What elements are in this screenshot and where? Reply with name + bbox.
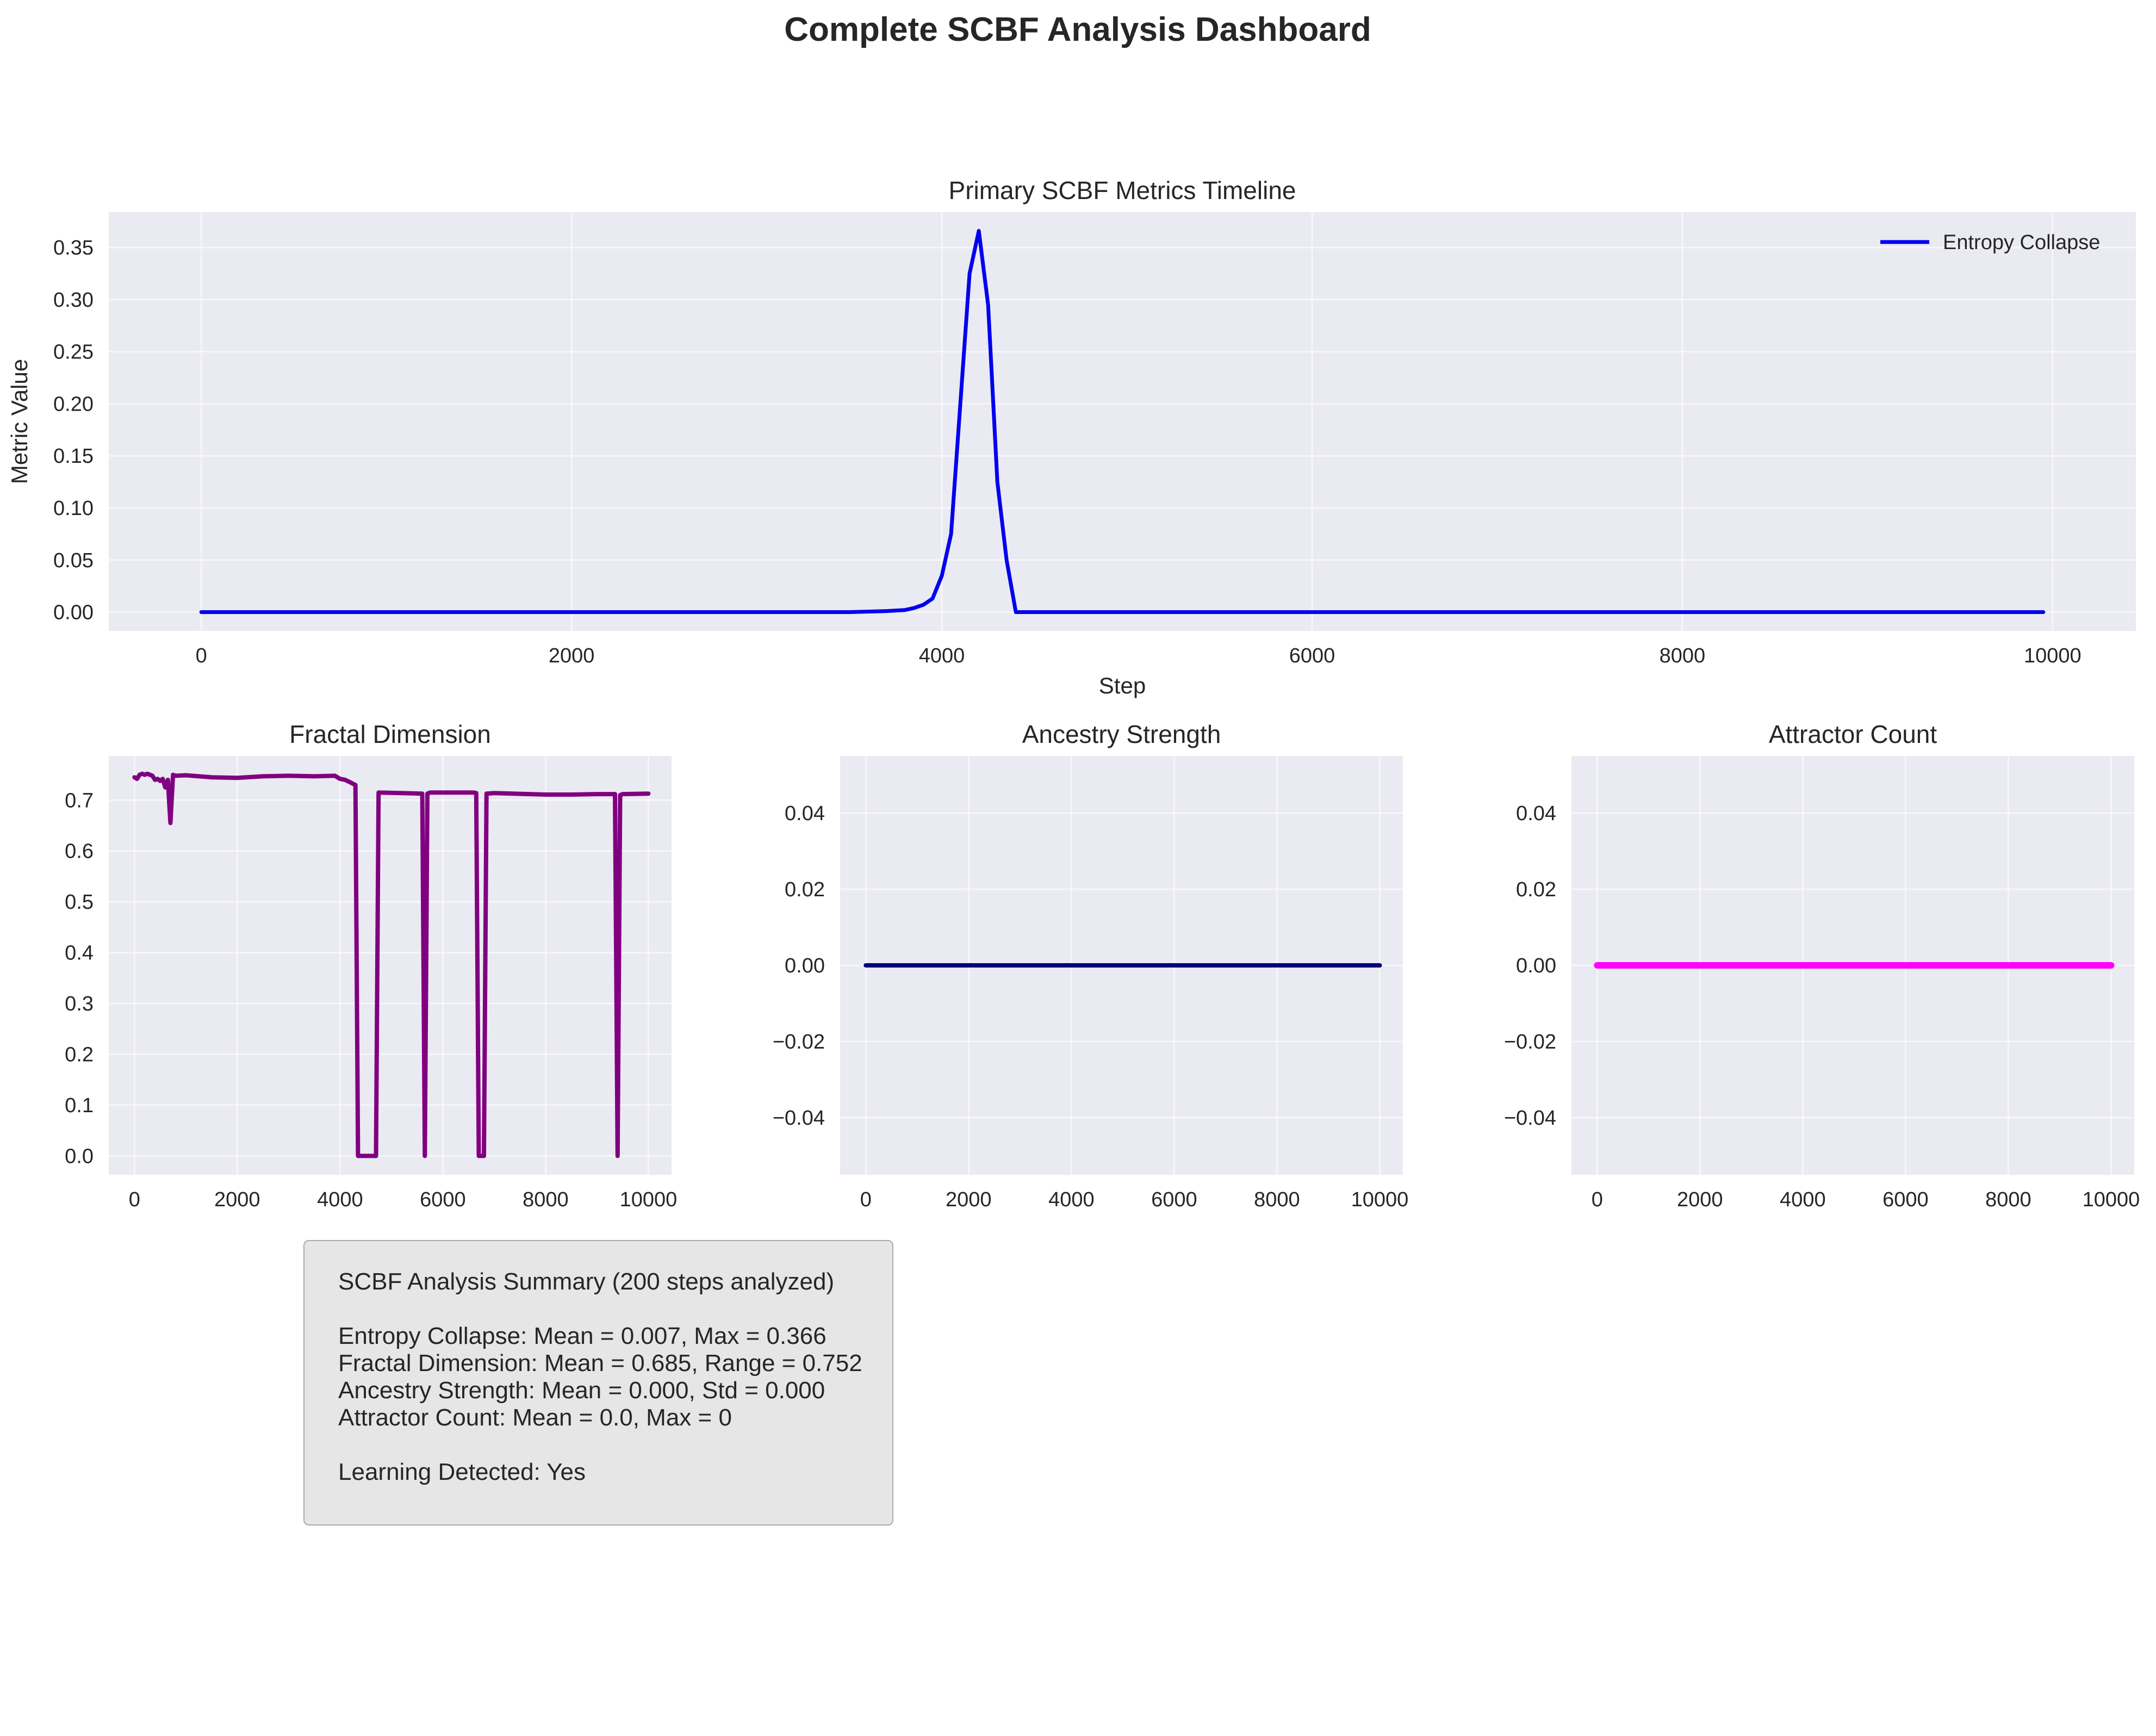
x-axis-label: Step [1099,673,1146,698]
x-tick-label: 10000 [2083,1188,2140,1211]
chart-title: Attractor Count [1769,720,1937,748]
y-tick-label: 0.3 [65,993,94,1015]
x-tick-label: 2000 [946,1188,992,1211]
y-tick-label: 0.35 [53,237,94,259]
series-line [132,771,651,1158]
summary-learning: Learning Detected: Yes [338,1459,586,1485]
x-tick-label: 6000 [1882,1188,1929,1211]
fractal-dimension-chart: 0 2000 4000 6000 8000 10000 0.0 0.1 0.2 0.3 0.4 0.5… [65,720,677,1211]
y-tick-label: 0.7 [65,789,94,812]
x-tick-label: 2000 [1677,1188,1723,1211]
y-tick-label: 0.00 [1516,954,1556,977]
y-tick-label: 0.15 [53,445,94,468]
x-tick-label: 8000 [1660,644,1706,667]
summary-attractor: Attractor Count: Mean = 0.0, Max = 0 [338,1404,732,1431]
x-tick-label: 0 [129,1188,140,1211]
y-tick-label: 0.00 [53,602,94,624]
y-tick-label: 0.20 [53,393,94,416]
x-tick-label: 4000 [1048,1188,1095,1211]
y-axis-label: Metric Value [7,359,32,484]
legend-label: Entropy Collapse [1943,231,2100,254]
x-tick-label: 4000 [919,644,965,667]
x-tick-label: 6000 [1289,644,1335,667]
summary-fractal: Fractal Dimension: Mean = 0.685, Range =… [338,1350,862,1377]
chart-title: Fractal Dimension [289,720,491,748]
y-tick-label: −0.04 [1504,1107,1556,1130]
figure-title: Complete SCBF Analysis Dashboard [784,11,1371,48]
x-tick-label: 4000 [1780,1188,1826,1211]
x-tick-label: 8000 [523,1188,569,1211]
plot-area [109,212,2136,631]
y-tick-label: 0.05 [53,549,94,572]
summary-heading: SCBF Analysis Summary (200 steps analyze… [338,1268,835,1295]
chart-title: Primary SCBF Metrics Timeline [949,176,1296,204]
y-tick-label: 0.1 [65,1094,94,1117]
x-tick-label: 10000 [2024,644,2082,667]
x-tick-label: 0 [196,644,207,667]
summary-box: SCBF Analysis Summary (200 steps analyze… [303,1240,893,1526]
y-tick-label: 0.02 [1516,878,1556,901]
series-line [199,229,2046,614]
y-tick-label: 0.5 [65,891,94,914]
x-tick-label: 8000 [1985,1188,2031,1211]
attractor-count-chart: 0 2000 4000 6000 8000 10000 −0.04 −0.02 0.00 0.02… [1504,720,2140,1211]
y-tick-label: −0.02 [1504,1031,1556,1053]
x-tick-label: 10000 [1351,1188,1409,1211]
y-tick-label: 0.10 [53,497,94,520]
x-tick-label: 0 [860,1188,872,1211]
y-tick-label: −0.04 [773,1107,825,1130]
x-tick-label: 6000 [420,1188,466,1211]
x-tick-label: 10000 [620,1188,678,1211]
summary-entropy: Entropy Collapse: Mean = 0.007, Max = 0.… [338,1323,827,1349]
y-tick-label: 0.04 [785,802,825,825]
y-tick-label: 0.4 [65,942,94,965]
y-tick-label: 0.02 [785,878,825,901]
y-tick-label: 0.2 [65,1044,94,1067]
x-tick-label: 0 [1592,1188,1603,1211]
x-tick-label: 8000 [1254,1188,1300,1211]
y-tick-label: 0.04 [1516,802,1556,825]
y-tick-label: 0.6 [65,840,94,863]
plot-area [109,756,672,1175]
x-tick-label: 4000 [317,1188,363,1211]
y-tick-label: 0.00 [785,954,825,977]
x-tick-label: 6000 [1151,1188,1197,1211]
y-tick-label: 0.0 [65,1145,94,1168]
x-tick-label: 2000 [549,644,595,667]
y-tick-label: 0.25 [53,341,94,364]
y-tick-label: −0.02 [773,1031,825,1053]
summary-ancestry: Ancestry Strength: Mean = 0.000, Std = 0… [338,1377,825,1404]
primary-metrics-chart: 0 2000 4000 6000 8000 10000 0.00 0.05 0.10 0.15 0.… [7,176,2136,698]
x-tick-label: 2000 [214,1188,260,1211]
ancestry-strength-chart: 0 2000 4000 6000 8000 10000 −0.04 −0.02 0.00 0.02… [773,720,1408,1211]
y-tick-label: 0.30 [53,289,94,312]
chart-title: Ancestry Strength [1022,720,1221,748]
